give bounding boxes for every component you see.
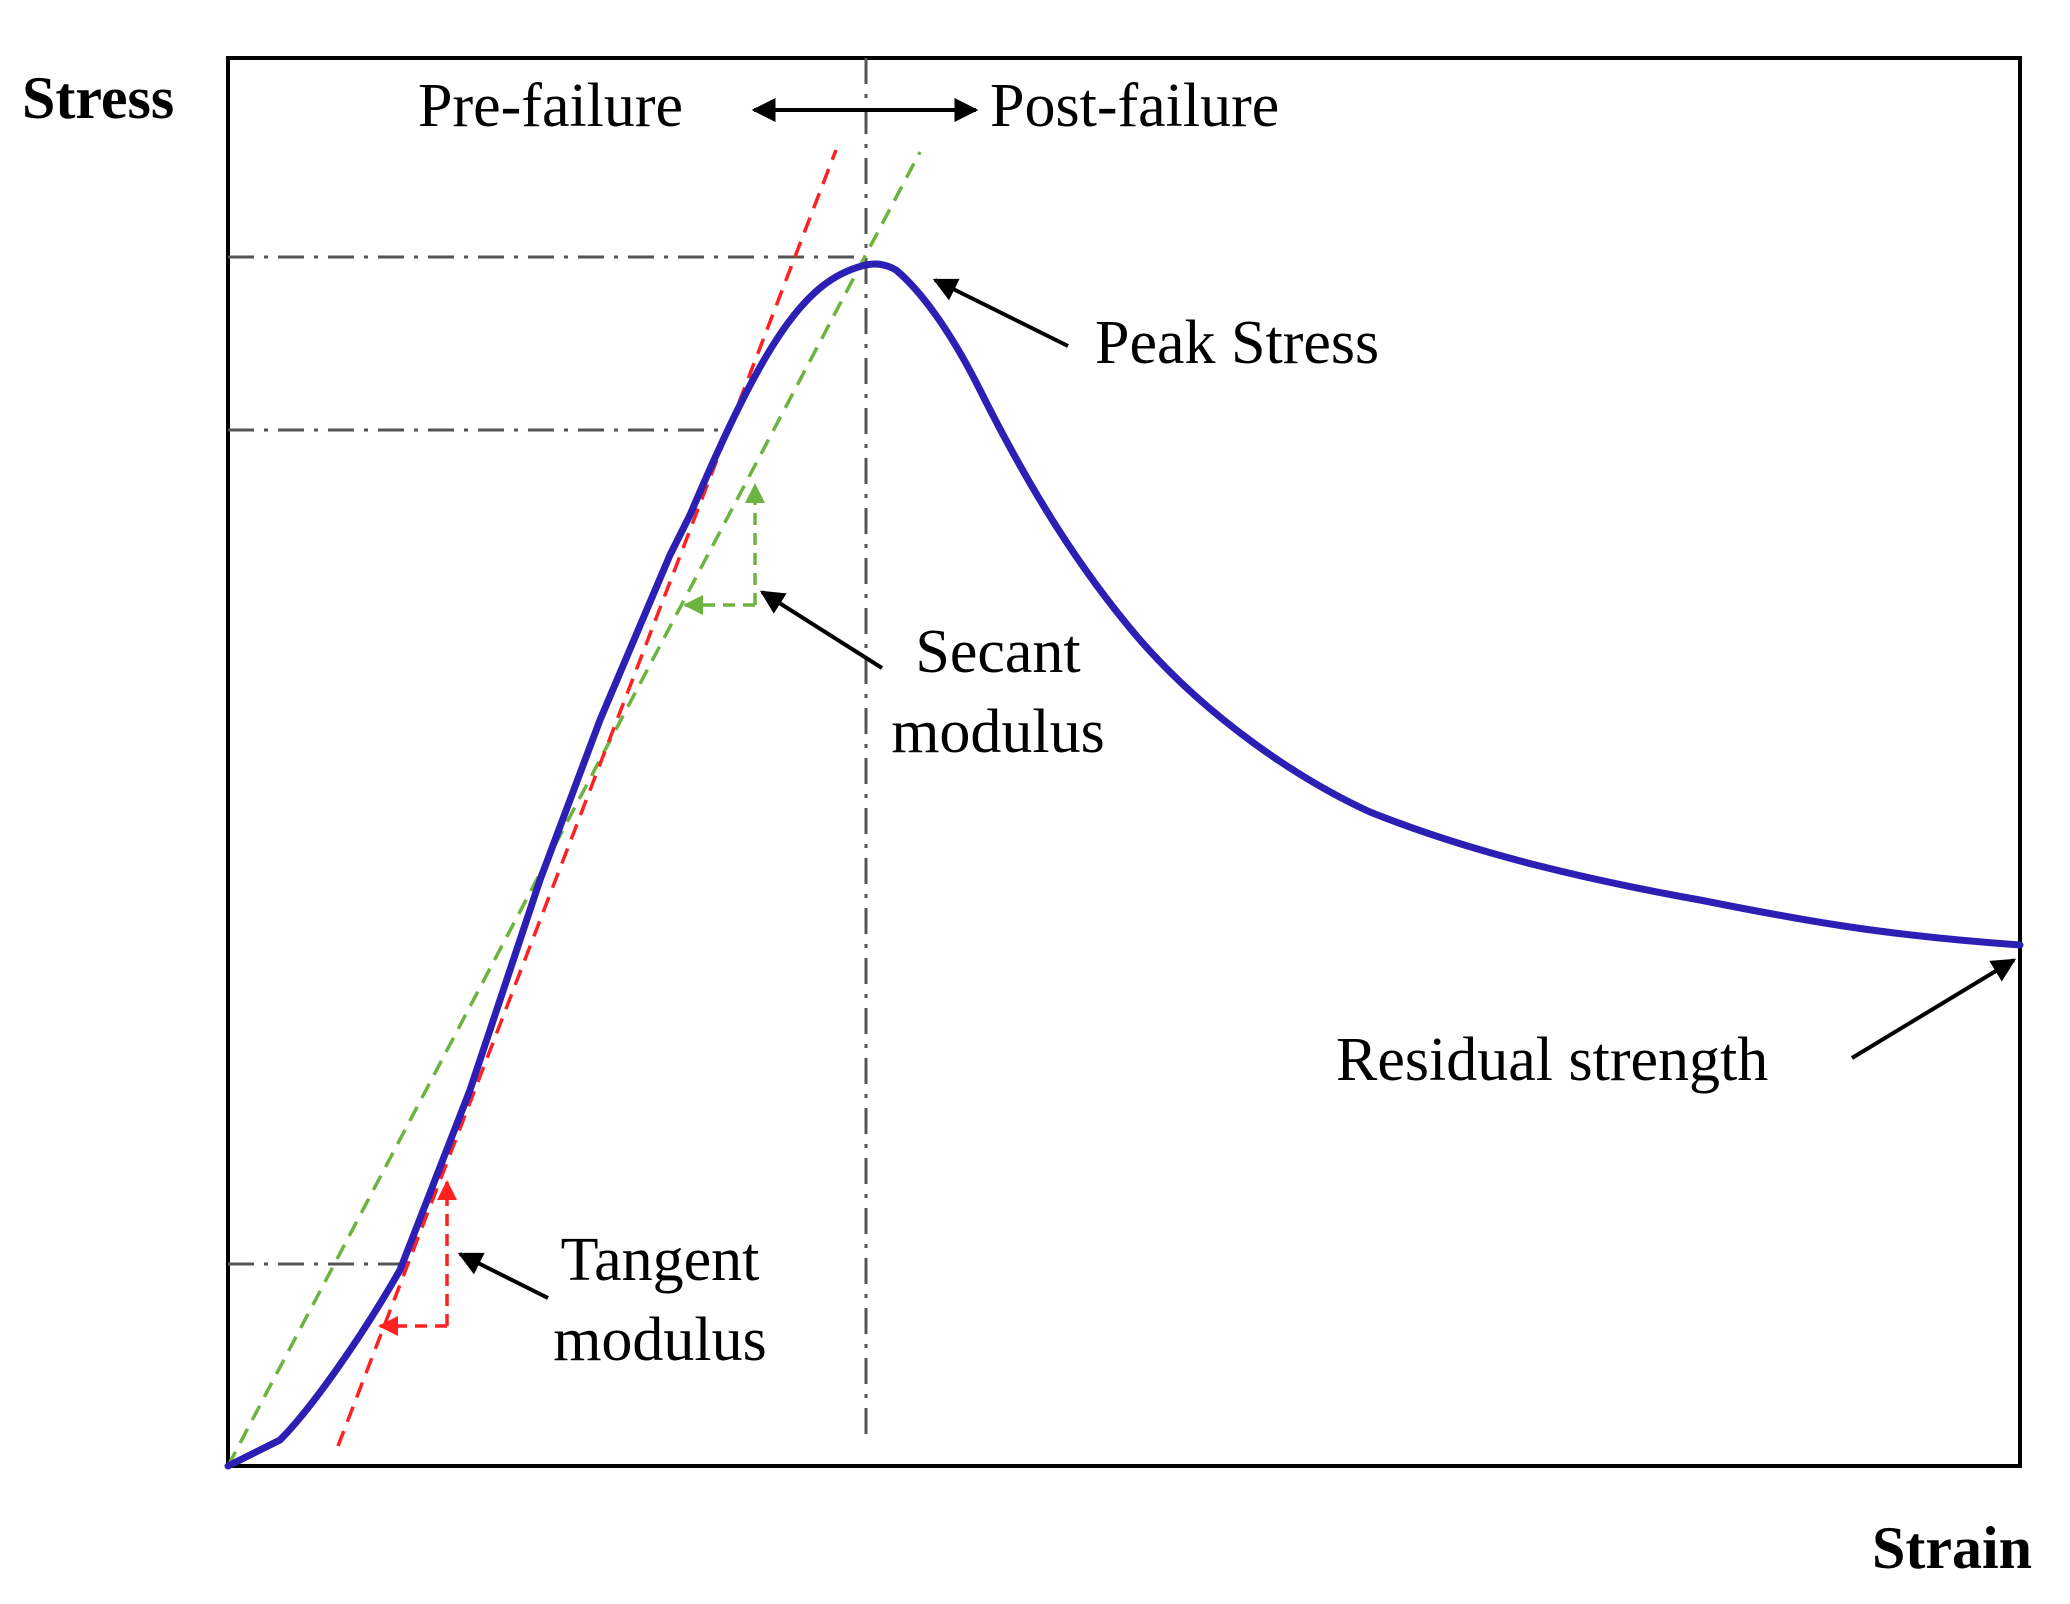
residual-strength-label: Residual strength xyxy=(1336,1026,1768,1094)
secant-modulus-arrow xyxy=(759,590,884,670)
tangent-modulus-arrow xyxy=(457,1252,549,1300)
x-axis-label: Strain xyxy=(1872,1515,2032,1581)
secant-line xyxy=(226,151,922,1467)
peak-stress-arrow xyxy=(932,278,1069,348)
pre-failure-label: Pre-failure xyxy=(418,72,683,140)
residual-strength-arrow xyxy=(1850,958,2017,1060)
stress-strain-curve xyxy=(224,260,2024,1470)
secant-modulus-label-line2: modulus xyxy=(891,698,1105,766)
peak-stress-label: Peak Stress xyxy=(1095,309,1379,377)
tangent-modulus-label-line2: modulus xyxy=(553,1306,767,1374)
tangent-line xyxy=(336,149,838,1447)
y-axis-label: Stress xyxy=(22,65,174,131)
post-failure-label: Post-failure xyxy=(990,72,1279,140)
secant-modulus-label-line1: Secant xyxy=(915,618,1080,686)
plot-frame xyxy=(226,56,2022,1468)
tangent-modulus-label-line1: Tangent xyxy=(561,1226,760,1294)
